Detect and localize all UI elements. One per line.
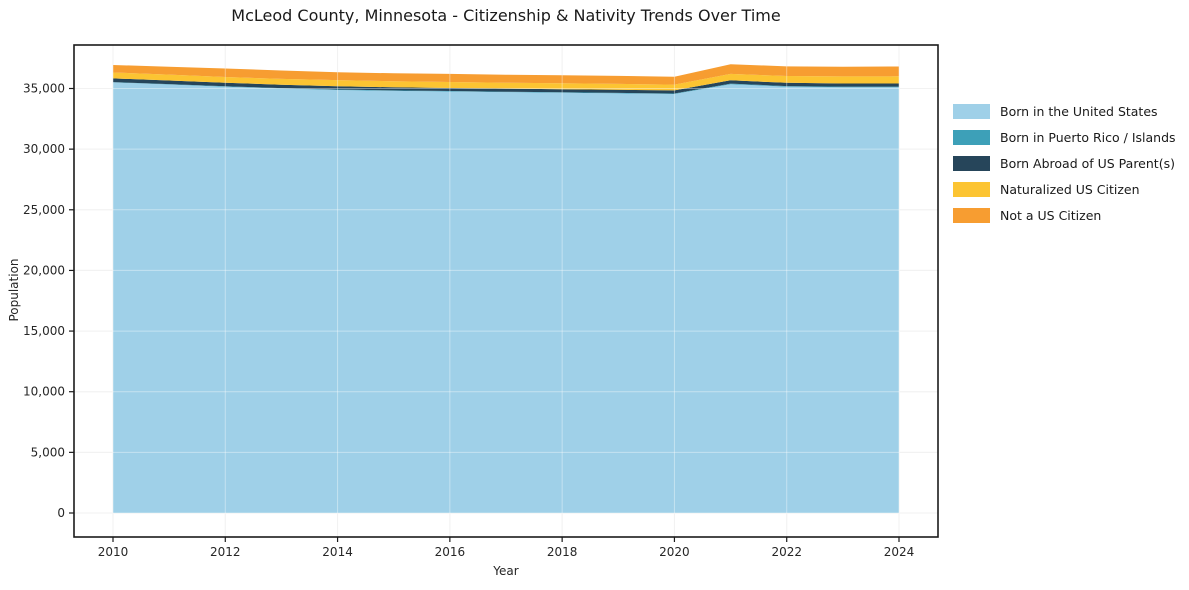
legend-item-1: Born in Puerto Rico / Islands xyxy=(953,130,1176,145)
x-tick-label: 2014 xyxy=(322,545,353,559)
legend-label: Born in Puerto Rico / Islands xyxy=(1000,130,1176,145)
legend-label: Born in the United States xyxy=(1000,104,1158,119)
y-tick-label: 20,000 xyxy=(23,263,65,277)
y-tick-label: 30,000 xyxy=(23,142,65,156)
area-series-1 xyxy=(113,82,899,94)
legend-item-3: Naturalized US Citizen xyxy=(953,182,1176,197)
chart-title: McLeod County, Minnesota - Citizenship &… xyxy=(231,6,781,25)
x-tick-label: 2018 xyxy=(547,545,578,559)
legend-item-4: Not a US Citizen xyxy=(953,208,1176,223)
y-axis-label: Population xyxy=(7,258,21,322)
x-axis-label: Year xyxy=(493,564,519,578)
x-tick-label: 2012 xyxy=(210,545,241,559)
y-tick-label: 35,000 xyxy=(23,82,65,96)
y-tick-label: 10,000 xyxy=(23,385,65,399)
legend-swatch-icon xyxy=(953,104,990,119)
legend-swatch-icon xyxy=(953,130,990,145)
area-series-3 xyxy=(113,72,899,91)
x-tick-label: 2022 xyxy=(771,545,802,559)
legend-label: Naturalized US Citizen xyxy=(1000,182,1140,197)
legend-label: Not a US Citizen xyxy=(1000,208,1102,223)
legend: Born in the United States Born in Puerto … xyxy=(953,104,1176,234)
area-series-2 xyxy=(113,78,899,94)
area-series-4 xyxy=(113,64,899,85)
x-tick-label: 2020 xyxy=(659,545,690,559)
y-tick-label: 25,000 xyxy=(23,203,65,217)
legend-swatch-icon xyxy=(953,182,990,197)
y-tick-label: 0 xyxy=(57,506,65,520)
legend-item-0: Born in the United States xyxy=(953,104,1176,119)
x-tick-label: 2016 xyxy=(435,545,466,559)
legend-swatch-icon xyxy=(953,156,990,171)
legend-label: Born Abroad of US Parent(s) xyxy=(1000,156,1175,171)
x-tick-label: 2024 xyxy=(884,545,915,559)
area-series-0 xyxy=(113,82,899,514)
legend-swatch-icon xyxy=(953,208,990,223)
y-tick-label: 5,000 xyxy=(31,445,65,459)
x-tick-label: 2010 xyxy=(98,545,129,559)
legend-item-2: Born Abroad of US Parent(s) xyxy=(953,156,1176,171)
y-tick-label: 15,000 xyxy=(23,324,65,338)
